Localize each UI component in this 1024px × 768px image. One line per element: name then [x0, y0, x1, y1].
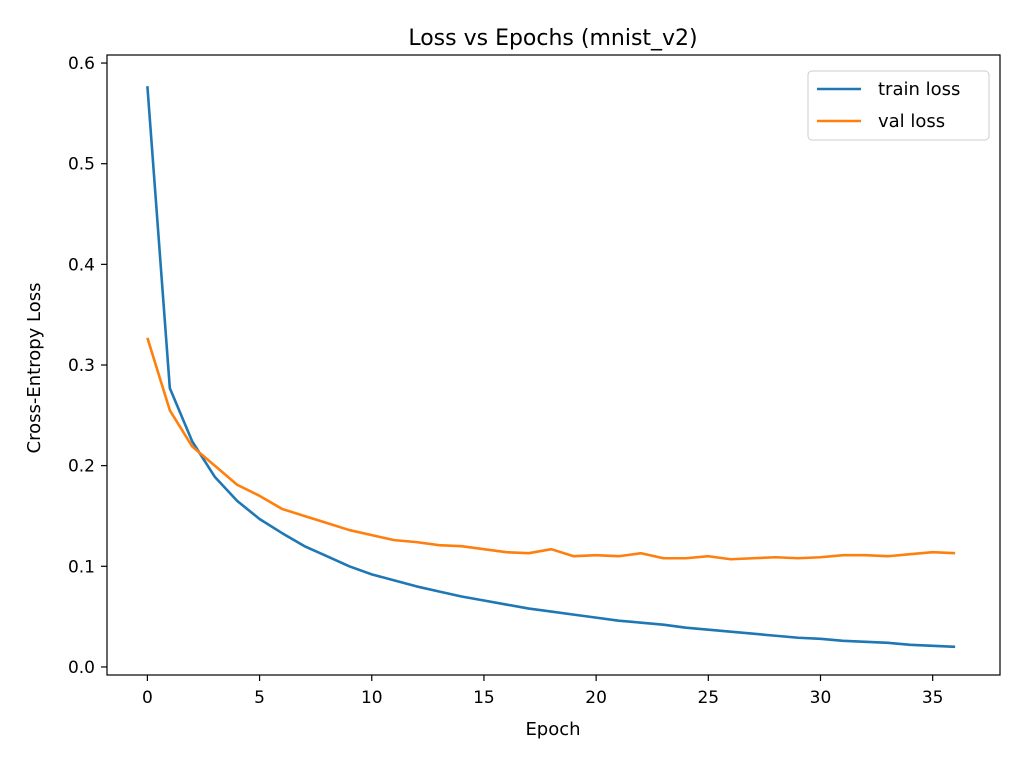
y-axis: 0.0 0.1 0.2 0.3 0.4 0.5 0.6	[68, 54, 107, 678]
y-axis-label: Cross-Entropy Loss	[24, 283, 45, 454]
x-tick-label: 5	[254, 688, 265, 708]
plot-area	[146, 86, 956, 649]
y-tick-label: 0.5	[68, 155, 95, 175]
x-axis-label: Epoch	[525, 719, 580, 740]
series-line-1	[146, 337, 956, 561]
axes-frame	[106, 54, 1001, 676]
legend-label-1: val loss	[878, 111, 945, 132]
x-tick-label: 30	[810, 688, 832, 708]
y-tick-label: 0.4	[68, 255, 95, 275]
y-tick-label: 0.6	[68, 54, 95, 74]
legend: train loss val loss	[807, 70, 990, 141]
legend-label-0: train loss	[878, 79, 960, 100]
y-tick-label: 0.2	[68, 457, 95, 477]
y-tick-label: 0.3	[68, 356, 95, 376]
y-tick-label: 0.0	[68, 658, 95, 678]
chart-title: Loss vs Epochs (mnist_v2)	[408, 26, 697, 51]
x-tick-label: 20	[585, 688, 607, 708]
y-tick-label: 0.1	[68, 557, 95, 577]
x-tick-label: 35	[922, 688, 944, 708]
x-axis: 0 5 10 15 20 25 30 35	[142, 675, 944, 708]
x-tick-label: 10	[361, 688, 383, 708]
x-tick-label: 25	[697, 688, 719, 708]
x-tick-label: 0	[142, 688, 153, 708]
series-line-0	[146, 86, 956, 649]
x-tick-label: 15	[473, 688, 495, 708]
